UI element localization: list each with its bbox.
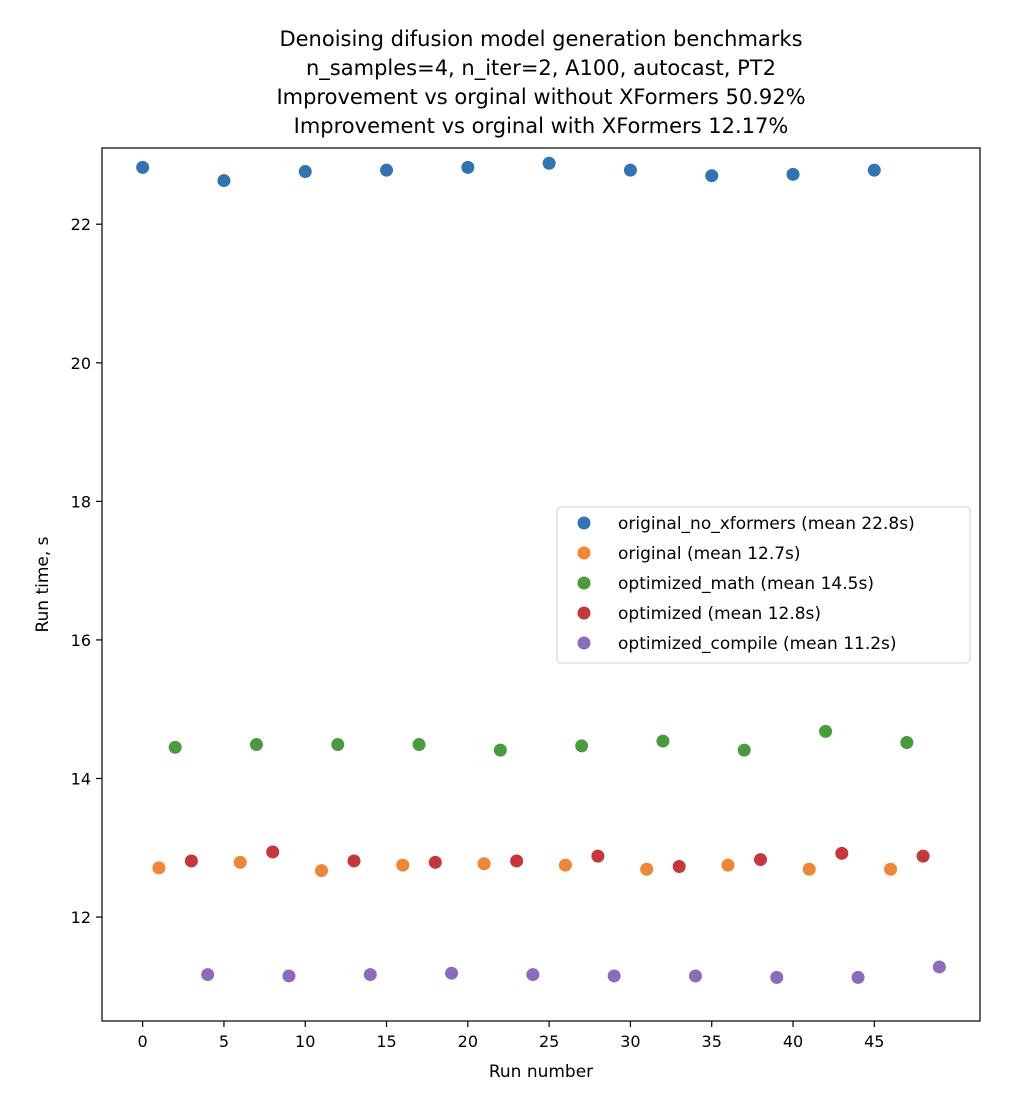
legend-entry: optimized_math (mean 14.5s) xyxy=(618,574,874,594)
data-point-series-3 xyxy=(754,853,767,867)
x-tick-label: 20 xyxy=(458,1032,478,1051)
x-tick-label: 40 xyxy=(783,1032,803,1051)
data-point-series-2 xyxy=(331,738,345,752)
data-point-series-3 xyxy=(184,854,198,868)
data-point-series-4 xyxy=(932,960,946,974)
data-point-series-4 xyxy=(607,969,621,983)
legend-marker xyxy=(577,516,591,530)
data-point-series-0 xyxy=(542,156,556,170)
data-point-series-3 xyxy=(591,849,605,863)
data-point-series-4 xyxy=(201,968,215,982)
legend-entry: original (mean 12.7s) xyxy=(618,544,801,564)
plot-area xyxy=(101,147,981,1022)
data-point-series-3 xyxy=(266,845,280,859)
data-point-series-4 xyxy=(770,970,784,984)
data-point-series-1 xyxy=(477,857,491,871)
x-tick-label: 0 xyxy=(138,1032,148,1051)
data-point-series-0 xyxy=(461,160,475,174)
legend-entry: original_no_xformers (mean 22.8s) xyxy=(618,514,915,534)
data-point-series-1 xyxy=(315,864,328,878)
x-axis-ticks: 0 5 10 15 20 25 30 35 40 45 xyxy=(138,1021,884,1051)
x-tick-label: 25 xyxy=(539,1032,559,1051)
data-point-series-2 xyxy=(412,738,426,752)
data-point-series-1 xyxy=(233,855,247,869)
data-point-series-2 xyxy=(819,724,833,738)
data-point-series-3 xyxy=(510,854,524,868)
data-point-series-2 xyxy=(249,738,263,752)
data-point-series-0 xyxy=(867,163,881,177)
data-point-series-1 xyxy=(884,862,898,876)
data-point-series-2 xyxy=(168,740,182,754)
x-axis-label: Run number xyxy=(489,1062,593,1082)
x-tick-label: 5 xyxy=(219,1032,229,1051)
y-tick-label: 14 xyxy=(71,770,91,789)
data-point-series-0 xyxy=(136,160,150,174)
data-point-series-2 xyxy=(656,734,670,748)
data-point-series-2 xyxy=(575,739,589,753)
data-point-series-1 xyxy=(558,858,572,872)
legend-entry: optimized (mean 12.8s) xyxy=(618,604,821,624)
x-tick-label: 45 xyxy=(864,1032,884,1051)
data-point-series-0 xyxy=(623,163,637,177)
legend-marker xyxy=(577,576,591,590)
data-point-series-0 xyxy=(217,174,231,188)
x-tick-label: 15 xyxy=(376,1032,396,1051)
y-tick-label: 22 xyxy=(71,215,91,234)
data-point-series-3 xyxy=(916,849,930,863)
title-line: Denoising difusion model generation benc… xyxy=(279,27,802,51)
data-point-series-1 xyxy=(396,858,410,872)
data-point-series-3 xyxy=(347,854,361,868)
data-point-series-3 xyxy=(428,855,442,869)
data-point-series-0 xyxy=(298,165,312,179)
data-point-series-1 xyxy=(721,858,735,872)
y-tick-label: 12 xyxy=(71,908,91,927)
data-point-series-2 xyxy=(737,743,751,757)
legend: original_no_xformers (mean 22.8s) origina… xyxy=(556,506,971,664)
data-point-series-2 xyxy=(493,743,507,757)
y-tick-label: 18 xyxy=(71,492,91,511)
data-point-series-4 xyxy=(526,968,540,982)
data-points xyxy=(136,156,946,984)
title-line: n_samples=4, n_iter=2, A100, autocast, P… xyxy=(306,56,776,81)
legend-marker xyxy=(577,546,591,560)
data-point-series-3 xyxy=(672,859,686,873)
x-tick-label: 30 xyxy=(620,1032,640,1051)
x-tick-label: 10 xyxy=(295,1032,315,1051)
legend-box xyxy=(556,506,971,664)
data-point-series-0 xyxy=(705,169,719,183)
chart-title: Denoising difusion model generation benc… xyxy=(276,27,805,138)
data-point-series-2 xyxy=(900,735,914,749)
data-point-series-4 xyxy=(851,970,865,984)
legend-marker xyxy=(577,636,591,650)
title-line: Improvement vs orginal without XFormers … xyxy=(276,85,805,109)
data-point-series-0 xyxy=(786,167,800,181)
data-point-series-1 xyxy=(152,861,166,875)
data-point-series-1 xyxy=(802,862,816,876)
data-point-series-4 xyxy=(282,969,296,983)
y-tick-label: 16 xyxy=(71,631,91,650)
y-tick-label: 20 xyxy=(71,354,91,373)
data-point-series-4 xyxy=(445,966,459,980)
data-point-series-1 xyxy=(640,862,654,876)
x-tick-label: 35 xyxy=(702,1032,722,1051)
y-axis-ticks: 12 14 16 18 20 22 xyxy=(71,215,102,927)
legend-entry: optimized_compile (mean 11.2s) xyxy=(618,634,897,654)
data-point-series-4 xyxy=(363,968,377,982)
data-point-series-4 xyxy=(688,969,702,983)
y-axis-label: Run time, s xyxy=(33,536,53,632)
data-point-series-3 xyxy=(835,846,849,860)
data-point-series-0 xyxy=(380,163,394,177)
title-line: Improvement vs orginal with XFormers 12.… xyxy=(294,114,789,138)
legend-marker xyxy=(577,606,591,620)
